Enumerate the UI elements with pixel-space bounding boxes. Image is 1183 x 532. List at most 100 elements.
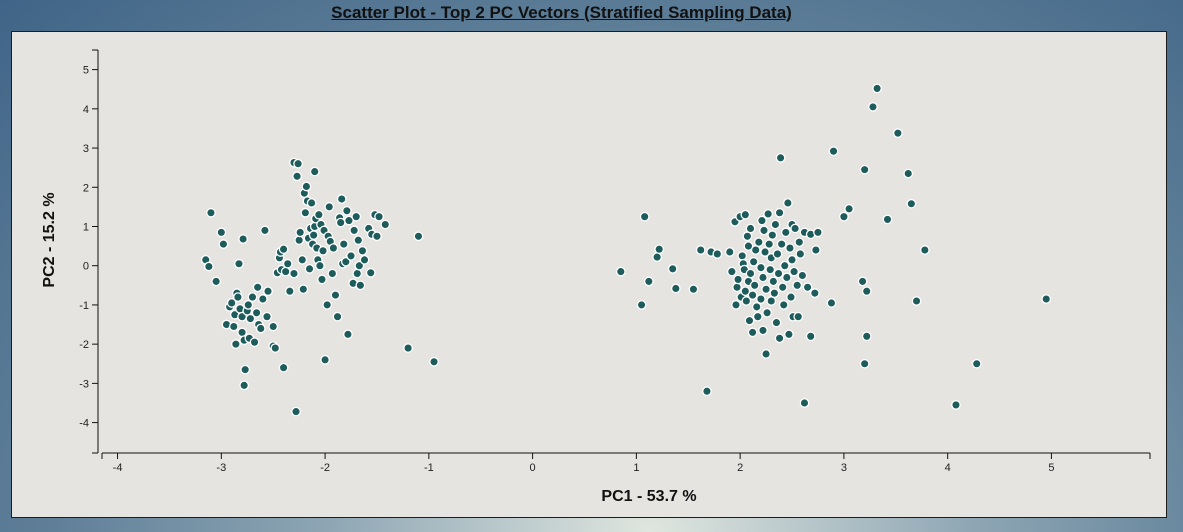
data-point: [216, 227, 227, 238]
data-point: [304, 263, 315, 274]
data-point: [733, 274, 743, 285]
x-tick-label: -2: [320, 462, 330, 474]
data-points: [200, 83, 1052, 417]
data-point: [318, 245, 328, 256]
data-point: [903, 168, 914, 179]
data-point: [206, 207, 216, 218]
data-point: [238, 234, 248, 244]
data-point: [342, 205, 352, 216]
data-point: [652, 252, 662, 262]
x-axis: -4 -3 -2 -1 0 1 2 3 4 5: [101, 452, 1151, 474]
data-point: [872, 83, 882, 94]
data-point: [759, 225, 769, 236]
data-point: [813, 227, 823, 238]
x-tick-label: 2: [737, 462, 743, 474]
data-point: [731, 300, 741, 310]
data-point: [343, 329, 353, 340]
data-point: [747, 290, 758, 300]
data-point: [247, 292, 258, 302]
data-point: [751, 302, 762, 312]
x-tick-label: 0: [530, 462, 536, 474]
data-point: [372, 231, 382, 242]
data-point: [764, 239, 775, 249]
data-point: [429, 356, 439, 367]
data-point: [332, 311, 343, 322]
data-point: [767, 230, 778, 240]
data-point: [292, 171, 302, 182]
data-point: [240, 364, 251, 375]
data-point: [781, 272, 792, 283]
data-point: [351, 211, 362, 222]
data-point: [280, 266, 291, 277]
data-point: [740, 209, 751, 220]
data-point: [349, 225, 359, 236]
y-axis-title: PC2 - 15.2 %: [41, 192, 58, 287]
x-axis-title: PC1 - 53.7 %: [601, 488, 696, 505]
data-point: [756, 294, 766, 304]
data-point: [322, 300, 333, 310]
data-point: [315, 260, 325, 271]
data-point: [770, 219, 781, 230]
data-point: [257, 294, 268, 304]
data-point: [747, 327, 758, 338]
data-point: [278, 362, 289, 373]
data-point: [282, 258, 293, 269]
plot-panel: [11, 31, 1167, 518]
data-point: [268, 321, 279, 332]
data-point: [239, 380, 250, 391]
x-tick-label: -1: [424, 462, 434, 474]
data-point: [353, 235, 364, 246]
data-point: [295, 227, 306, 238]
y-tick-label: 4: [83, 104, 89, 116]
data-point: [231, 339, 241, 349]
data-point: [403, 343, 413, 353]
data-point: [756, 262, 766, 273]
chart-title: Scatter Plot - Top 2 PC Vectors (Stratif…: [331, 3, 792, 22]
data-point: [779, 260, 790, 271]
data-point: [768, 276, 779, 287]
data-point: [792, 280, 803, 291]
data-point: [204, 261, 214, 272]
x-tick-label: -4: [113, 462, 123, 474]
data-point: [636, 300, 647, 310]
data-point: [743, 241, 754, 251]
data-point: [228, 321, 239, 332]
x-tick-label: -3: [216, 462, 226, 474]
data-point: [374, 211, 384, 222]
data-point: [771, 317, 782, 328]
data-point: [702, 386, 712, 397]
data-point: [793, 311, 804, 322]
data-point: [712, 249, 723, 259]
data-point: [780, 227, 791, 238]
data-point: [380, 219, 391, 230]
data-point: [758, 272, 768, 283]
data-point: [893, 128, 903, 138]
data-point: [740, 286, 751, 297]
data-point: [237, 327, 247, 338]
x-tick-label: 5: [1048, 462, 1054, 474]
data-point: [861, 331, 872, 342]
data-point: [742, 231, 753, 242]
data-point: [365, 267, 376, 278]
data-point: [667, 263, 678, 274]
data-point: [809, 288, 820, 299]
data-point: [293, 158, 303, 169]
data-point: [844, 203, 854, 214]
data-point: [951, 400, 961, 410]
data-point: [753, 237, 764, 248]
data-point: [354, 260, 365, 271]
data-point: [784, 329, 794, 340]
data-point: [336, 194, 347, 204]
data-point: [330, 290, 341, 300]
data-point: [317, 274, 327, 285]
data-point: [911, 296, 922, 306]
data-point: [233, 292, 243, 302]
data-point: [826, 298, 837, 308]
data-point: [795, 249, 806, 259]
data-point: [757, 215, 767, 226]
y-tick-label: 3: [83, 143, 89, 155]
data-point: [291, 406, 301, 417]
data-point: [786, 292, 796, 302]
data-point: [284, 286, 295, 297]
y-tick-label: -4: [79, 418, 89, 430]
